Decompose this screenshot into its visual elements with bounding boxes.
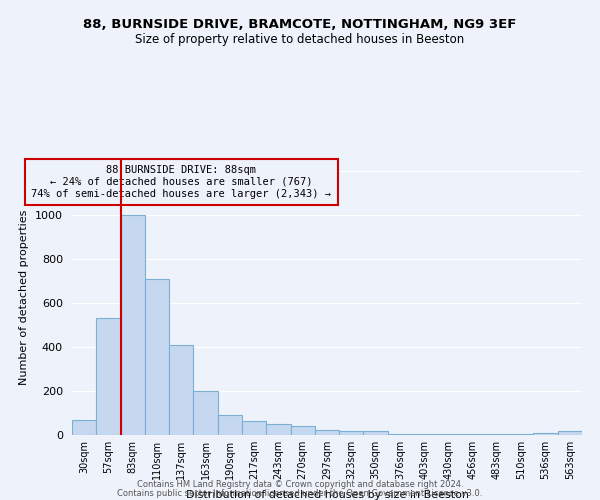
Bar (266, 424, 290, 435)
Bar (339, 430, 364, 435)
Bar (364, 430, 388, 435)
Bar (412, 434, 436, 435)
Bar (218, 415, 242, 435)
Bar (509, 434, 533, 435)
Bar (533, 433, 558, 435)
Bar (121, 215, 145, 435)
Text: Size of property relative to detached houses in Beeston: Size of property relative to detached ho… (136, 32, 464, 46)
Bar (145, 279, 169, 435)
Bar (72, 420, 96, 435)
Bar (193, 391, 218, 435)
Bar (242, 420, 266, 435)
Text: 88, BURNSIDE DRIVE, BRAMCOTE, NOTTINGHAM, NG9 3EF: 88, BURNSIDE DRIVE, BRAMCOTE, NOTTINGHAM… (83, 18, 517, 30)
Bar (290, 426, 315, 435)
Bar (96, 318, 121, 435)
Text: Contains public sector information licensed under the Open Government Licence v3: Contains public sector information licen… (118, 488, 482, 498)
Bar (485, 434, 509, 435)
Bar (315, 430, 339, 435)
Text: 88 BURNSIDE DRIVE: 88sqm
← 24% of detached houses are smaller (767)
74% of semi-: 88 BURNSIDE DRIVE: 88sqm ← 24% of detach… (31, 166, 331, 198)
Bar (388, 434, 412, 435)
Bar (169, 345, 193, 435)
X-axis label: Distribution of detached houses by size in Beeston: Distribution of detached houses by size … (185, 490, 469, 500)
Bar (436, 434, 461, 435)
Text: Contains HM Land Registry data © Crown copyright and database right 2024.: Contains HM Land Registry data © Crown c… (137, 480, 463, 489)
Bar (461, 434, 485, 435)
Y-axis label: Number of detached properties: Number of detached properties (19, 210, 29, 385)
Bar (558, 430, 582, 435)
